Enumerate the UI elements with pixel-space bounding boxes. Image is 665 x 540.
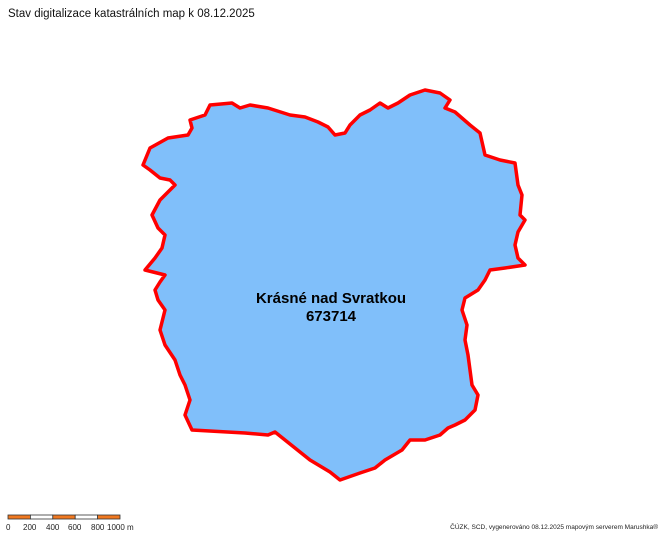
- scale-bar: [7, 514, 121, 520]
- scale-label: 600: [68, 523, 82, 532]
- cadastral-area-polygon[interactable]: [141, 88, 527, 482]
- scale-segment: [97, 514, 121, 520]
- scale-label: 0: [6, 523, 11, 532]
- scale-label: 400: [46, 523, 60, 532]
- area-code-label: 673714: [306, 308, 357, 325]
- scale-label: 1000 m: [107, 523, 134, 532]
- scale-segment: [52, 514, 76, 520]
- scale-label: 800: [91, 523, 105, 532]
- credit-text: ČÚZK, SCD, vygenerováno 08.12.2025 mapov…: [450, 524, 658, 531]
- scale-segment: [7, 514, 31, 520]
- scale-segment: [74, 514, 98, 520]
- scale-label: 200: [23, 523, 37, 532]
- area-name-label: Krásné nad Svratkou: [256, 290, 406, 307]
- scale-segment: [29, 514, 54, 520]
- map-title: Stav digitalizace katastrálních map k 08…: [8, 8, 255, 20]
